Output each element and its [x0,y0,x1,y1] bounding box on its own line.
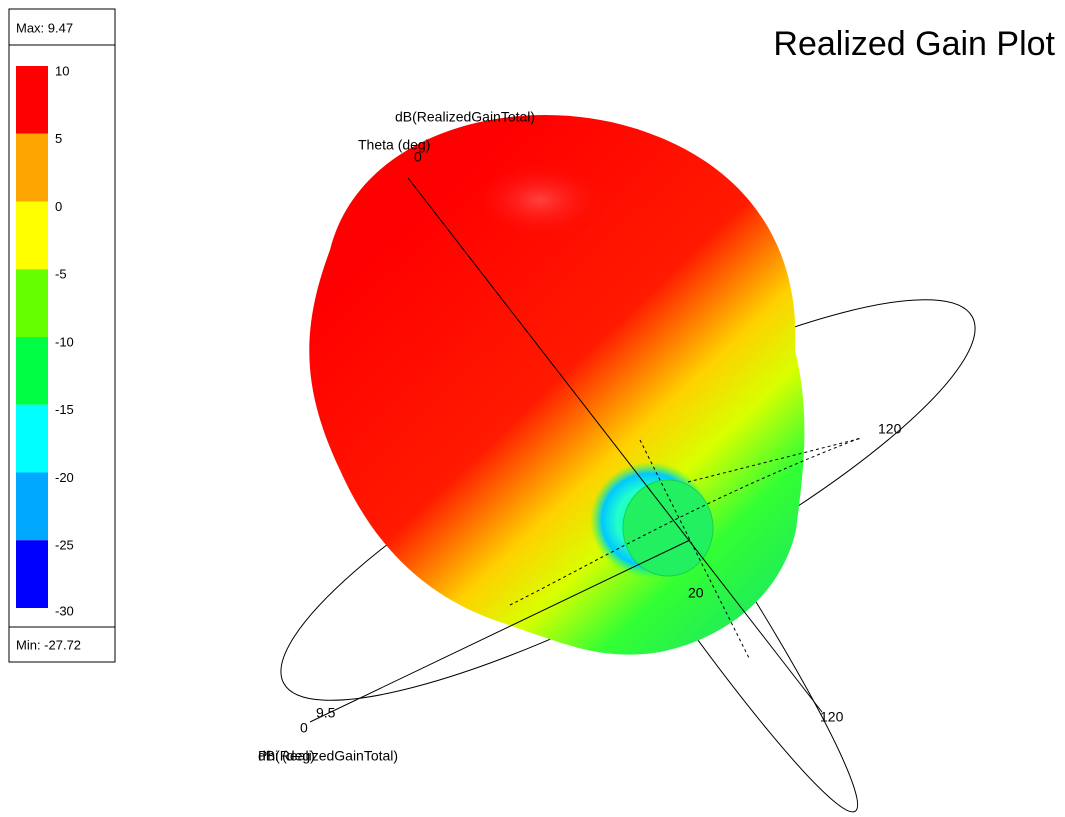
color-band [16,66,48,134]
legend-max: Max: 9.47 [16,20,73,35]
legend: Max: 9.47 Min: -27.72 10 5 0 -5 -10 -15 -20 -25… [8,8,116,663]
radiation-pattern [309,115,805,655]
pattern-lobe [622,479,714,577]
tick-label: 20 [688,585,704,601]
color-band [16,404,48,473]
tick-label: 0 [414,149,422,165]
tick-label: 120 [878,421,902,437]
phi-axis [309,539,691,723]
plot-title: Realized Gain Plot [773,25,1055,63]
colorbar-tick-label: -15 [55,402,74,417]
colorbar-tick-label: 10 [55,63,69,78]
axis-dashed [639,439,751,661]
color-band [16,201,48,270]
legend-min: Min: -27.72 [16,637,81,652]
color-band [16,269,48,337]
axis-quantity: dB(RealizedGainTotal) [258,748,398,764]
colorbar: 10 5 0 -5 -10 -15 -20 -25 -30 [16,63,74,618]
color-band [16,337,48,405]
color-band [16,472,48,541]
colorbar-tick-label: -5 [55,267,67,282]
colorbar-tick-label: 5 [55,131,62,146]
tick-label: 9.5 [316,705,336,721]
theta-axis [407,177,823,713]
axis-label: Phi (deg) [258,748,315,764]
tick-label: 120 [820,709,844,725]
colorbar-tick-label: -10 [55,334,74,349]
colorbar-tick-label: -25 [55,538,74,553]
color-band [16,133,48,202]
tick-label: 0 [300,720,308,736]
highlight [470,160,610,240]
axis-quantity: dB(RealizedGainTotal) [395,109,535,125]
axis-label: Theta (deg) [358,137,430,153]
colorbar-tick-label: -30 [55,603,74,618]
colorbar-tick-label: -20 [55,470,74,485]
color-band [16,540,48,608]
colorbar-tick-label: 0 [55,199,62,214]
